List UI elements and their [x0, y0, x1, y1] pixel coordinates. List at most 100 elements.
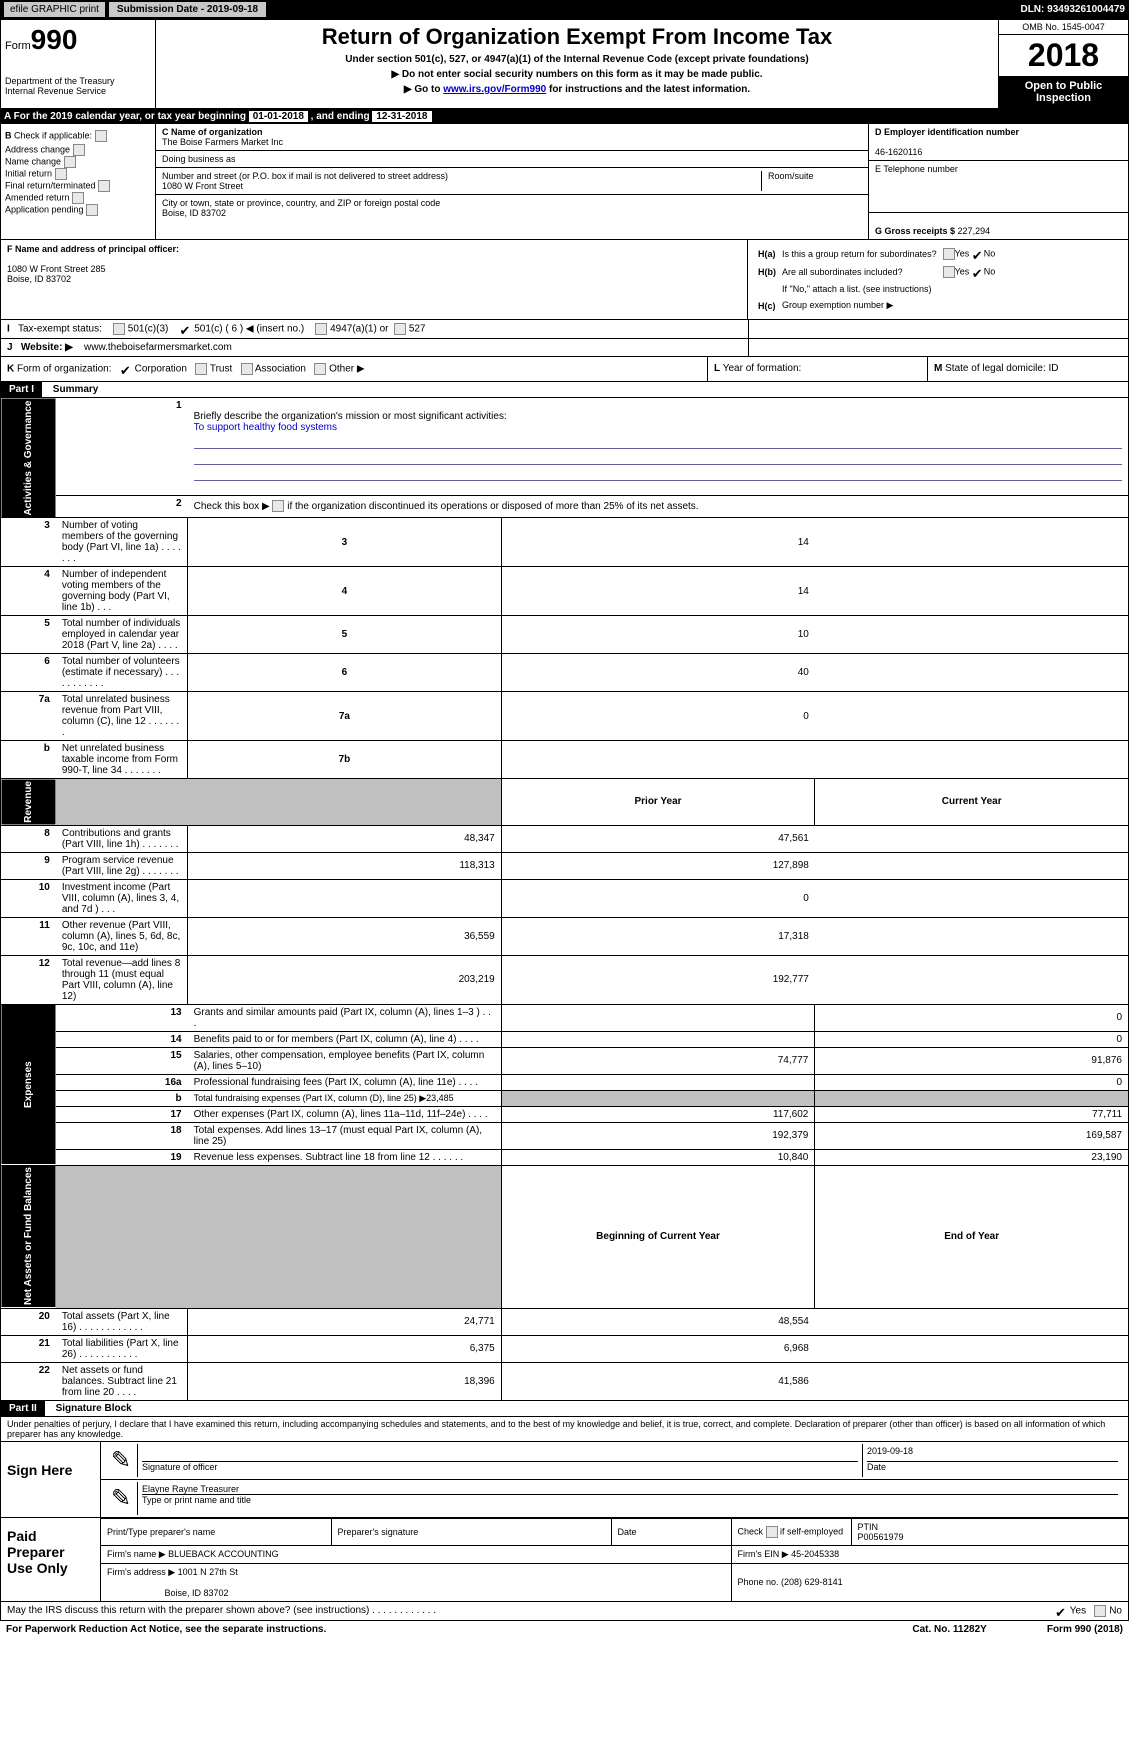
b-item: Application pending	[5, 204, 151, 216]
efile-label: efile GRAPHIC print	[4, 2, 105, 17]
checkbox[interactable]	[64, 156, 76, 168]
curr-val: 169,587	[815, 1122, 1129, 1149]
inst2-suffix: for instructions and the latest informat…	[546, 84, 750, 95]
line-num: 8	[1, 825, 56, 852]
line1-num: 1	[56, 398, 188, 495]
omb-number: OMB No. 1545-0047	[999, 20, 1128, 35]
checkbox[interactable]	[98, 180, 110, 192]
4947-check[interactable]	[315, 323, 327, 335]
assoc-check[interactable]	[241, 363, 253, 375]
self-employed-check[interactable]	[766, 1526, 778, 1538]
ha-label: H(a)	[758, 249, 776, 259]
table-row: b Net unrelated business taxable income …	[1, 741, 1129, 779]
table-row: 7a Total unrelated business revenue from…	[1, 692, 1129, 741]
b-label: B	[5, 130, 12, 140]
form-number: 990	[31, 24, 78, 55]
firm-ein: 45-2045338	[791, 1549, 839, 1559]
curr-val: 0	[501, 879, 815, 917]
line-num: 17	[56, 1106, 188, 1122]
curr-val: 127,898	[501, 852, 815, 879]
domicile-val: ID	[1049, 363, 1059, 374]
trust-check[interactable]	[195, 363, 207, 375]
prior-val	[501, 1031, 815, 1047]
line-text: Other expenses (Part IX, column (A), lin…	[188, 1106, 502, 1122]
checkbox[interactable]	[95, 130, 107, 142]
501c3-check[interactable]	[113, 323, 125, 335]
prep-label: Paid Preparer Use Only	[1, 1518, 101, 1601]
sidebar-governance: Activities & Governance	[1, 398, 56, 518]
table-row: 8 Contributions and grants (Part VIII, l…	[1, 825, 1129, 852]
line-key: 5	[188, 616, 502, 654]
line-text: Net assets or fund balances. Subtract li…	[56, 1362, 188, 1400]
curr-val: 192,777	[501, 955, 815, 1004]
dba-label: Doing business as	[162, 154, 236, 164]
prior-val	[501, 1090, 815, 1106]
prep-h1: Print/Type preparer's name	[101, 1518, 331, 1545]
discuss-yes-check[interactable]	[1055, 1605, 1067, 1617]
curr-val: 48,554	[501, 1308, 815, 1335]
ha-no-check[interactable]	[972, 248, 984, 260]
527-check[interactable]	[394, 323, 406, 335]
table-row: 18 Total expenses. Add lines 13–17 (must…	[1, 1122, 1129, 1149]
b-item: Address change	[5, 144, 151, 156]
checkbox[interactable]	[55, 168, 67, 180]
prep-h2: Preparer's signature	[331, 1518, 611, 1545]
line-text: Total revenue—add lines 8 through 11 (mu…	[56, 955, 188, 1004]
col-b: B Check if applicable: Address change Na…	[1, 124, 156, 239]
sig-officer-label: Signature of officer	[142, 1462, 217, 1472]
checkbox[interactable]	[86, 204, 98, 216]
hb-no-check[interactable]	[972, 266, 984, 278]
line-num: 21	[1, 1335, 56, 1362]
e-label: E Telephone number	[875, 164, 958, 174]
prior-val: 192,379	[501, 1122, 815, 1149]
col-f: F Name and address of principal officer:…	[1, 240, 748, 319]
org-name: The Boise Farmers Market Inc	[162, 137, 283, 147]
line-key: 3	[188, 518, 502, 567]
line-num: 19	[56, 1149, 188, 1165]
opt-501c3: 501(c)(3)	[128, 324, 169, 335]
form-prefix: Form	[5, 40, 31, 52]
form-title: Return of Organization Exempt From Incom…	[160, 24, 994, 50]
other-check[interactable]	[314, 363, 326, 375]
discontinue-check[interactable]	[272, 500, 284, 512]
line-text: Grants and similar amounts paid (Part IX…	[188, 1004, 502, 1031]
checkbox[interactable]	[72, 192, 84, 204]
j-label: J	[7, 342, 13, 353]
curr-val: 6,968	[501, 1335, 815, 1362]
501c-check[interactable]	[179, 323, 191, 335]
hb-yes-check[interactable]	[943, 266, 955, 278]
b-item: Final return/terminated	[5, 180, 151, 192]
tax-year-large: 2018	[999, 35, 1128, 76]
line-val: 10	[501, 616, 815, 654]
firm-addr2: Boise, ID 83702	[165, 1588, 229, 1598]
hc-label: H(c)	[758, 301, 776, 311]
section-bcd: B Check if applicable: Address change Na…	[0, 124, 1129, 240]
checkbox[interactable]	[73, 144, 85, 156]
table-row: b Total fundraising expenses (Part IX, c…	[1, 1090, 1129, 1106]
prior-val	[501, 1074, 815, 1090]
tax-exempt-label: Tax-exempt status:	[18, 324, 102, 335]
officer-addr2: Boise, ID 83702	[7, 274, 71, 284]
discuss-no-check[interactable]	[1094, 1605, 1106, 1617]
ha-text: Is this a group return for subordinates?	[780, 246, 939, 262]
name-label: Type or print name and title	[142, 1495, 251, 1505]
row-a-prefix: A For the 2019 calendar year, or tax yea…	[4, 111, 249, 122]
year-formation-label: Year of formation:	[723, 363, 802, 374]
opt-other: Other ▶	[329, 364, 364, 375]
ha-yes-check[interactable]	[943, 248, 955, 260]
b-item: Amended return	[5, 192, 151, 204]
line-num: 6	[1, 654, 56, 692]
opt-527: 527	[409, 324, 426, 335]
cat-no: Cat. No. 11282Y	[912, 1624, 986, 1635]
col-c: C Name of organization The Boise Farmers…	[156, 124, 868, 239]
table-row: 16a Professional fundraising fees (Part …	[1, 1074, 1129, 1090]
table-row: 4 Number of independent voting members o…	[1, 567, 1129, 616]
corp-check[interactable]	[120, 363, 132, 375]
begin-year-header: Beginning of Current Year	[501, 1165, 815, 1308]
title-box: Return of Organization Exempt From Incom…	[156, 20, 998, 108]
prior-val: 118,313	[188, 852, 502, 879]
prior-val: 36,559	[188, 917, 502, 955]
instruction-1: ▶ Do not enter social security numbers o…	[160, 69, 994, 80]
b-item: Name change	[5, 156, 151, 168]
form990-link[interactable]: www.irs.gov/Form990	[443, 84, 546, 95]
